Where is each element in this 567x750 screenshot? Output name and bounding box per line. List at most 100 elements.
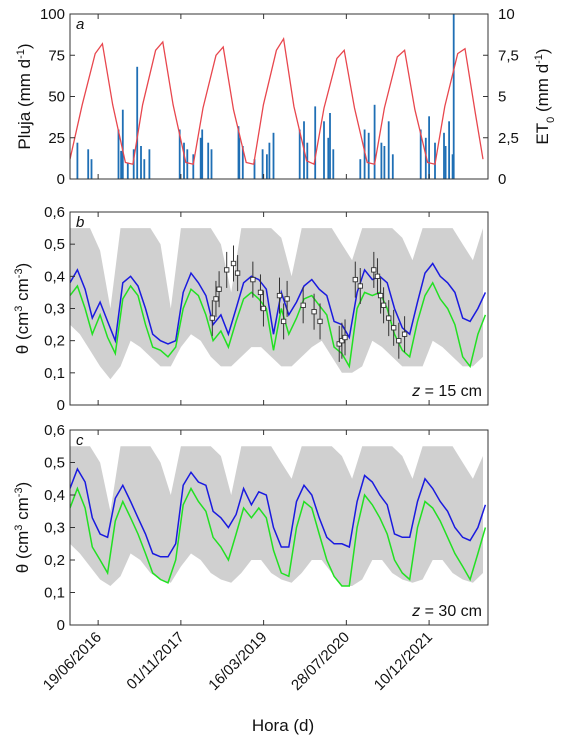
rain-bar	[143, 159, 146, 179]
rain-bar	[363, 129, 366, 179]
observation-point	[371, 267, 377, 273]
rain-bar	[298, 129, 301, 179]
observation-point	[377, 292, 384, 299]
y-axis-title-c: θ (cm3 cm-3)	[13, 482, 32, 573]
observation-point	[391, 325, 397, 331]
y-tick-label: 0,1	[44, 585, 65, 602]
rain-bar	[332, 149, 335, 179]
rain-bar	[451, 154, 454, 179]
y-tick-label: 0,2	[44, 333, 65, 350]
observation-point	[352, 276, 358, 283]
rain-bar	[443, 132, 445, 179]
y2-tick-label: 2,5	[498, 130, 519, 147]
y-tick-label: 100	[40, 6, 65, 23]
y-tick-label: 75	[48, 47, 65, 64]
observation-point	[224, 267, 230, 273]
y2-tick-label: 5	[498, 89, 506, 106]
y-tick-label: 0,6	[44, 422, 65, 439]
rain-bar	[266, 154, 268, 179]
rain-bar	[391, 154, 394, 179]
rain-bar	[183, 142, 185, 179]
rain-bar	[207, 142, 210, 179]
rain-bar	[126, 162, 129, 179]
observation-point	[339, 338, 345, 344]
y-tick-label: 0	[57, 617, 65, 634]
x-tick-label: 16/03/2019	[205, 629, 270, 694]
panel-c-marks	[70, 446, 487, 587]
rain-bar	[178, 129, 181, 179]
rain-bar	[359, 159, 362, 179]
observation-point	[317, 318, 323, 325]
y-axis-title-b: θ (cm3 cm-3)	[13, 263, 32, 354]
y-tick-label: 0,2	[44, 552, 65, 569]
panel-label-a: a	[76, 16, 84, 33]
observation-point	[234, 270, 241, 276]
panel-b-marks	[70, 228, 487, 380]
y-tick-label: 0,5	[44, 236, 65, 253]
observation-point	[250, 276, 256, 283]
rain-bar	[120, 150, 122, 179]
y2-tick-label: 7,5	[498, 47, 519, 64]
observation-point	[401, 331, 408, 337]
rain-bar	[199, 137, 202, 179]
rain-bar	[314, 106, 317, 179]
observation-point	[216, 286, 222, 292]
rain-bar	[424, 137, 427, 179]
rain-bar	[253, 159, 256, 179]
observation-point	[257, 289, 264, 296]
observation-point	[280, 318, 287, 325]
et0-line	[70, 36, 484, 166]
y-axis-title-left-a: Pluja (mm d-1)	[15, 43, 34, 149]
y-tick-label: 0,5	[44, 455, 65, 472]
rain-bar	[140, 146, 142, 179]
rain-bar	[387, 121, 390, 179]
ensemble-envelope	[70, 228, 483, 380]
rain-bar	[87, 149, 90, 179]
y-tick-label: 50	[48, 89, 65, 106]
y-tick-label: 0,4	[44, 268, 65, 285]
y-axis-title-right-a: ET0 (mm d-1)	[533, 48, 557, 144]
y-tick-label: 0	[57, 171, 65, 188]
rain-bar	[419, 129, 422, 179]
rain-bar	[192, 154, 195, 179]
rain-bar	[90, 159, 93, 179]
depth-annotation-c: z = 30 cm	[411, 603, 482, 620]
x-tick-label: 01/11/2017	[123, 629, 187, 693]
rain-bar	[272, 132, 275, 179]
rain-bar	[268, 142, 271, 179]
green-series-line	[70, 486, 487, 587]
blue-series-line	[70, 262, 487, 345]
observation-point	[311, 309, 317, 315]
y-tick-label: 0,4	[44, 487, 65, 504]
rain-bar	[136, 66, 139, 179]
y2-tick-label: 10	[498, 6, 515, 23]
y-tick-label: 0,1	[44, 365, 65, 382]
blue-series-line	[70, 467, 487, 558]
y-tick-label: 25	[48, 130, 65, 147]
rain-bar	[121, 109, 124, 179]
observation-point	[230, 260, 237, 267]
rain-bar	[452, 14, 455, 179]
rain-bar	[428, 116, 430, 179]
rain-bar	[238, 137, 241, 179]
observation-point	[300, 302, 306, 308]
y-tick-label: 0	[57, 397, 65, 414]
observation-point	[386, 315, 392, 321]
observation-point	[380, 302, 387, 308]
rain-bar	[380, 142, 383, 179]
observation-point	[213, 296, 219, 302]
y-tick-label: 0,6	[44, 204, 65, 221]
x-tick-label: 28/07/2020	[288, 629, 353, 694]
rain-bar	[241, 146, 244, 179]
rain-bar	[383, 146, 386, 179]
rain-bar	[448, 121, 450, 179]
rain-bar	[323, 121, 325, 179]
panel-label-c: c	[76, 432, 84, 449]
green-series-line	[70, 281, 487, 369]
observation-point	[276, 292, 283, 299]
rain-bar	[327, 137, 330, 179]
observation-point	[374, 273, 381, 279]
observation-point	[396, 338, 402, 344]
depth-annotation-b: z = 15 cm	[411, 383, 482, 400]
